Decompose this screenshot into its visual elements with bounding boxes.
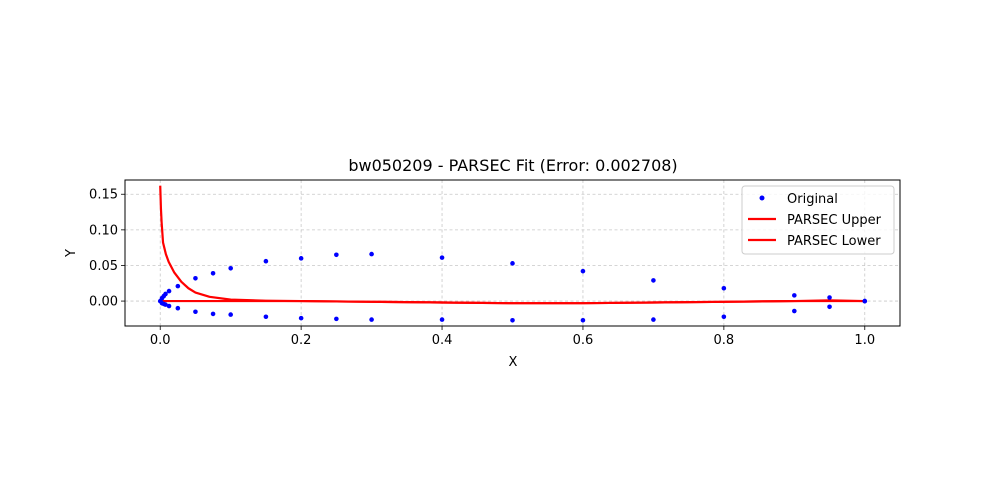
x-tick-label: 1.0 [854, 333, 875, 348]
plot-area-frame [124, 179, 901, 327]
data-point [651, 317, 656, 322]
legend-label-parsec-lower: PARSEC Lower [787, 234, 881, 249]
y-tick-label: 0.15 [89, 188, 118, 203]
chart-title: bw050209 - PARSEC Fit (Error: 0.002708) [348, 156, 677, 175]
data-point [263, 258, 269, 264]
data-point [228, 312, 233, 317]
y-tick-label: 0.00 [89, 295, 118, 310]
data-point [651, 278, 656, 283]
data-point [175, 283, 181, 289]
series-line-parsec-lower [160, 299, 865, 305]
data-point [827, 304, 832, 310]
legend-label-parsec-upper: PARSEC Upper [787, 213, 882, 228]
data-point [439, 255, 445, 260]
axes: 0.0 0.2 0.4 0.6 0.8 1.0 0.00 0.05 0.10 0.15 [89, 188, 875, 348]
x-axis-label: X [509, 355, 518, 370]
data-point [263, 314, 269, 320]
data-point [862, 298, 868, 304]
y-axis-label: Y [64, 249, 79, 258]
data-point [334, 252, 339, 258]
data-point [580, 268, 586, 274]
data-point [369, 317, 374, 322]
data-point [166, 288, 172, 294]
legend-marker-original [759, 195, 765, 201]
data-point [580, 318, 586, 323]
plot-data [157, 185, 868, 323]
data-point [510, 318, 515, 323]
data-point [163, 302, 168, 307]
y-tick-label: 0.05 [89, 259, 118, 274]
data-point [210, 271, 216, 276]
data-point [210, 311, 216, 317]
x-tick-label: 0.2 [291, 333, 312, 348]
data-point [721, 314, 727, 320]
x-tick-label: 0.0 [150, 333, 171, 348]
data-point [792, 308, 797, 314]
data-point [334, 316, 339, 322]
legend-box [741, 185, 895, 255]
data-point [228, 266, 233, 271]
data-point [193, 275, 198, 281]
legend: Original PARSEC Upper PARSEC Lower [741, 185, 895, 255]
data-point [439, 317, 445, 322]
x-tick-label: 0.8 [714, 333, 735, 348]
data-point [193, 309, 198, 315]
x-tick-label: 0.4 [432, 333, 453, 348]
x-tick-label: 0.6 [573, 333, 594, 348]
data-point [827, 295, 832, 300]
data-point [721, 285, 727, 291]
data-point [175, 305, 181, 311]
data-point [298, 256, 304, 261]
data-point [298, 315, 304, 321]
y-tick-label: 0.10 [89, 223, 118, 238]
data-point [792, 293, 797, 298]
data-point [166, 303, 172, 309]
data-point [510, 261, 515, 266]
legend-label-original: Original [787, 192, 838, 207]
data-point [369, 251, 374, 257]
